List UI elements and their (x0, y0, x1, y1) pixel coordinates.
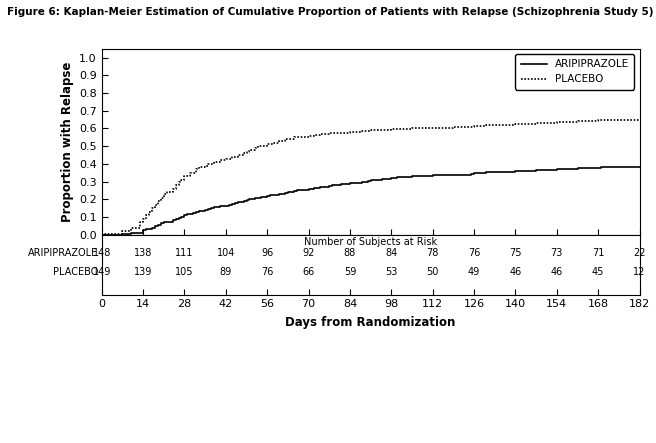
Text: 49: 49 (468, 267, 480, 277)
Text: 138: 138 (134, 248, 152, 258)
Text: 139: 139 (134, 267, 152, 277)
Legend: ARIPIPRAZOLE, PLACEBO: ARIPIPRAZOLE, PLACEBO (516, 54, 634, 89)
Text: 12: 12 (634, 267, 646, 277)
Text: 22: 22 (633, 248, 646, 258)
Text: 89: 89 (220, 267, 232, 277)
Text: 71: 71 (592, 248, 604, 258)
ARIPIPRAZOLE (328, 183, 336, 189)
Text: 46: 46 (551, 267, 563, 277)
Y-axis label: Proportion with Relapse: Proportion with Relapse (60, 62, 73, 222)
Text: PLACEBO: PLACEBO (53, 267, 98, 277)
Text: 78: 78 (426, 248, 439, 258)
ARIPIPRAZOLE (190, 211, 197, 216)
Text: 53: 53 (385, 267, 398, 277)
Text: 46: 46 (509, 267, 522, 277)
Text: 88: 88 (344, 248, 356, 258)
PLACEBO (636, 118, 644, 123)
Text: 92: 92 (302, 248, 315, 258)
Text: 76: 76 (261, 267, 274, 277)
Text: 84: 84 (385, 248, 398, 258)
PLACEBO (201, 165, 209, 170)
Text: 111: 111 (175, 248, 194, 258)
Text: Number of Subjects at Risk: Number of Subjects at Risk (304, 237, 437, 247)
Text: 75: 75 (509, 248, 522, 258)
Text: 50: 50 (426, 267, 439, 277)
Text: 104: 104 (216, 248, 235, 258)
Text: 148: 148 (92, 248, 111, 258)
Text: 73: 73 (550, 248, 563, 258)
X-axis label: Days from Randomization: Days from Randomization (285, 316, 456, 330)
PLACEBO (269, 142, 277, 147)
ARIPIPRAZOLE (379, 177, 386, 183)
Text: Figure 6: Kaplan-Meier Estimation of Cumulative Proportion of Patients with Rela: Figure 6: Kaplan-Meier Estimation of Cum… (7, 7, 653, 17)
Text: 66: 66 (302, 267, 315, 277)
ARIPIPRAZOLE (597, 165, 605, 170)
Text: 105: 105 (175, 267, 194, 277)
PLACEBO (186, 174, 194, 179)
PLACEBO (148, 209, 156, 214)
Text: 45: 45 (592, 267, 604, 277)
ARIPIPRAZOLE (367, 178, 375, 183)
Text: 59: 59 (344, 267, 356, 277)
Line: ARIPIPRAZOLE: ARIPIPRAZOLE (102, 167, 640, 235)
PLACEBO (470, 123, 478, 128)
ARIPIPRAZOLE (266, 192, 274, 198)
ARIPIPRAZOLE (98, 232, 106, 237)
ARIPIPRAZOLE (636, 165, 644, 170)
Text: 96: 96 (261, 248, 274, 258)
Text: ARIPIPRAZOLE: ARIPIPRAZOLE (28, 248, 98, 258)
PLACEBO (98, 232, 106, 237)
Text: 149: 149 (92, 267, 111, 277)
Line: PLACEBO: PLACEBO (102, 120, 640, 235)
ARIPIPRAZOLE (204, 207, 212, 213)
PLACEBO (163, 190, 171, 195)
PLACEBO (594, 118, 602, 123)
Text: 76: 76 (468, 248, 480, 258)
